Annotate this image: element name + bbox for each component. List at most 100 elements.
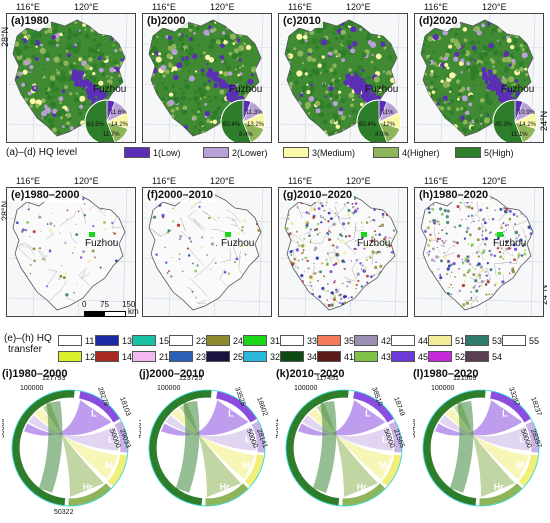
chord-tick-value: 18749 [392, 396, 405, 417]
chord-arc-label: Lr [245, 435, 254, 445]
chord-ribbon [434, 400, 523, 436]
chord-arc-label: Lr [108, 435, 117, 445]
panel-label: (d)2020 [417, 15, 460, 28]
pie-percent-label: 11.6% [110, 110, 127, 116]
legend-label: 33 [307, 335, 318, 346]
city-label-fuzhou: Fuzhou [365, 84, 399, 95]
lon-tick-label: 120°E [346, 2, 371, 12]
transfer-legend-item: 22 [169, 335, 206, 346]
legend-swatch [391, 351, 415, 362]
chord-arc-label: M [516, 460, 524, 470]
legend-swatch [124, 147, 150, 158]
chord-tick-value: 123725 [179, 375, 202, 382]
map-panel: 11.3% 13.2% 60.4% 8.4% (b)2000 Fuzhou [142, 13, 272, 143]
city-label-fuzhou: Fuzhou [93, 84, 127, 95]
chord-ribbon [34, 408, 119, 480]
hq-legend-item: 1(Low) [124, 147, 181, 158]
transfer-legend-item: 41 [317, 351, 354, 362]
legend-swatch [317, 335, 341, 346]
chord-ribbon [297, 400, 386, 436]
chord-tick-value: 18602 [255, 396, 268, 417]
chord-tick-value: 50000 [2, 418, 6, 438]
legend-label: 15 [159, 335, 170, 346]
chord-arc-label: Lr [519, 435, 528, 445]
legend-swatch [354, 351, 378, 362]
legend-label: 34 [307, 351, 318, 362]
transfer-legend-title: (e)–(h) HQ transfer [4, 333, 52, 355]
scale-label: 75 [100, 300, 109, 309]
legend-label: 42 [381, 335, 392, 346]
chord-tick-value: 18103 [118, 396, 131, 417]
chord-diagram: (j)2000–2010 L Lr M Hr H 123725 100000 33525 1860… [136, 368, 276, 518]
pie-percent-label: 11% [382, 110, 394, 116]
city-label-fuzhou: Fuzhou [357, 238, 391, 249]
transfer-legend-item: 32 [243, 351, 280, 362]
lon-tick-label: 120°E [482, 176, 507, 186]
legend-swatch [465, 351, 489, 362]
legend-swatch [58, 351, 82, 362]
legend-label: 53 [492, 335, 503, 346]
transfer-legend-item: 15 [132, 335, 169, 346]
legend-swatch [132, 335, 156, 346]
legend-label: 5(High) [484, 147, 514, 158]
transfer-legend-item: 25 [206, 351, 243, 362]
chord-title: (i)1980–2000 [2, 368, 68, 380]
panel-label: (g)2010–2020 [281, 189, 355, 202]
chord-ribbon [439, 415, 530, 451]
chord-arc-label: Hr [357, 482, 367, 492]
chord-ribbon [28, 415, 119, 451]
city-label-fuzhou: Fuzhou [493, 238, 527, 249]
chord-tick-value: 100000 [20, 385, 43, 392]
panel-label: (b)2000 [145, 15, 188, 28]
transfer-legend-item: 55 [502, 335, 539, 346]
legend-swatch [206, 351, 230, 362]
chord-arc-label: H [162, 439, 169, 449]
panel-label: (f)2000–2010 [145, 189, 216, 202]
chord-tick-value: 50450 [413, 418, 417, 438]
legend-swatch [132, 351, 156, 362]
chord-tick-value: 100000 [431, 385, 454, 392]
lon-tick-label: 116°E [16, 176, 40, 186]
transfer-legend-item: 24 [206, 335, 243, 346]
transfer-legend-item: 14 [95, 351, 132, 362]
chord-tick-value: 127793 [42, 375, 65, 382]
legend-label: 35 [344, 335, 355, 346]
map-panel: 10.9% 14.2% 45.3% 11.1% (d)2020 Fuzhou [414, 13, 544, 143]
legend-label: 22 [196, 335, 207, 346]
panel-label: (h)1980–2020 [417, 189, 491, 202]
lat-tick-label: 28°N [0, 26, 10, 47]
map-canvas [143, 188, 271, 316]
pie-percent-label: 14.2% [519, 122, 537, 128]
pie-percent-label: 11.1% [511, 132, 528, 138]
legend-swatch [354, 335, 378, 346]
chord-tick-value: 100000 [294, 385, 317, 392]
scale-label: 150 [122, 300, 136, 309]
legend-swatch [428, 351, 452, 362]
transfer-legend-item: 51 [428, 335, 465, 346]
legend-label: 12 [85, 351, 96, 362]
transfer-legend-item: 13 [95, 335, 132, 346]
hq-legend-item: 4(Higher) [373, 147, 440, 158]
hq-pie: 10.9% 14.2% 45.3% 11.1% [492, 99, 538, 142]
transfer-legend-item: 31 [243, 335, 280, 346]
chord-ribbon [308, 408, 393, 480]
map-panel: (e)1980–2000 Fuzhou [6, 187, 136, 317]
chord-diagram: (i)1980–2000 L Lr M Hr H 127793 100000 28279 1810… [0, 368, 139, 518]
chord-arc-label: Hr [83, 482, 93, 492]
hq-pie: 11% 12% 60.4% 4.5% [356, 99, 402, 142]
chord-tick-value: 18237 [529, 396, 542, 417]
map-panel: (g)2010–2020 Fuzhou [278, 187, 408, 317]
transfer-legend-item: 12 [58, 351, 95, 362]
chord-ribbon [23, 400, 112, 436]
chord-tick-value: 121509 [453, 375, 476, 382]
lon-tick-label: 116°E [424, 176, 448, 186]
chord-tick-value: 117451 [316, 375, 339, 382]
map-canvas: 11.3% 13.2% 60.4% 8.4% [143, 14, 271, 142]
chord-arc-label: M [105, 460, 113, 470]
legend-label: 31 [270, 335, 281, 346]
hq-legend-item: 2(Lower) [203, 147, 268, 158]
legend-swatch [455, 147, 481, 158]
transfer-legend-item: 35 [317, 335, 354, 346]
